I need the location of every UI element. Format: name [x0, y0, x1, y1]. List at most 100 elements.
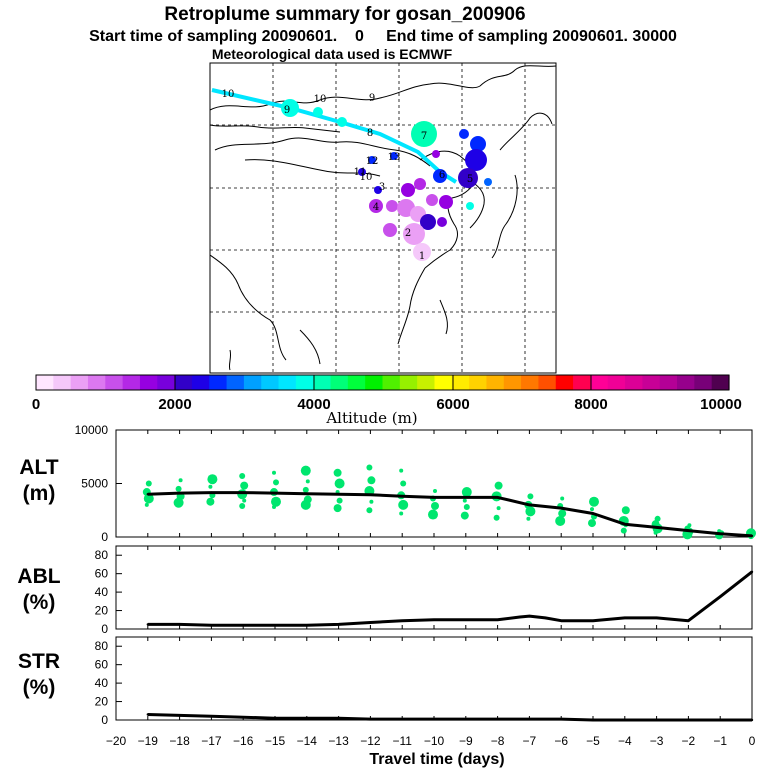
- abl-panel-title: ABL: [17, 565, 60, 588]
- str-data-point: [369, 717, 372, 721]
- altitude-cluster-dot: [433, 488, 437, 493]
- abl-data-point: [369, 621, 372, 624]
- str-data-point: [750, 718, 754, 722]
- x-tick-label: −19: [138, 734, 159, 748]
- map-cluster-dot: [313, 107, 323, 117]
- altitude-cluster-dot: [560, 496, 565, 501]
- map-cluster-dot: [369, 199, 383, 213]
- map-cluster-dot: [426, 194, 438, 206]
- map-day-label: 9: [369, 93, 375, 104]
- altitude-cluster-dot: [239, 502, 246, 509]
- str-data-point: [146, 713, 149, 716]
- alt-data-point: [528, 503, 531, 507]
- str-data-point: [432, 717, 436, 721]
- colorbar-tick: 10000: [700, 396, 742, 413]
- y-tick-label: 0: [101, 530, 108, 544]
- x-tick-label: −18: [169, 734, 190, 748]
- altitude-cluster-dot: [206, 497, 215, 506]
- alt-panel-unit: (m): [23, 482, 56, 505]
- abl-data-point: [210, 624, 213, 627]
- x-tick-label: −20: [106, 734, 127, 748]
- altitude-cluster-dot: [208, 484, 213, 489]
- map-day-label: 10: [314, 94, 327, 105]
- y-tick-label: 0: [101, 713, 108, 727]
- alt-data-point: [560, 506, 563, 510]
- str-data-point: [496, 717, 499, 721]
- x-tick-label: −11: [392, 734, 412, 748]
- colorbar-swatch: [642, 375, 661, 390]
- colorbar-tick: 4000: [297, 396, 330, 413]
- str-data-point: [464, 717, 467, 721]
- map-cluster-dot: [386, 200, 398, 212]
- colorbar-swatch: [573, 375, 591, 390]
- map-day-label: 11: [354, 167, 367, 178]
- abl-data-point: [496, 618, 499, 621]
- altitude-cluster-dot: [555, 515, 566, 526]
- alt-panel-title: ALT: [19, 456, 58, 479]
- altitude-cluster-dot: [461, 487, 472, 498]
- colorbar-label: Altitude (m): [325, 409, 417, 427]
- x-tick-label: −10: [424, 734, 445, 748]
- abl-data-point: [719, 595, 722, 598]
- colorbar-swatch: [469, 375, 488, 390]
- abl-data-point: [623, 616, 626, 620]
- map-cluster-dot: [470, 136, 486, 152]
- alt-data-point: [210, 491, 213, 494]
- x-tick-label: −15: [265, 734, 286, 748]
- x-tick-labels: −20 −19 −18 −17 −16 −15 −14 −13 −12 −11 −10 −9 −8 −7−…: [106, 734, 756, 748]
- colorbar-swatch: [313, 375, 332, 390]
- altitude-cluster-dot: [305, 479, 310, 484]
- altitude-cluster-dot: [333, 468, 342, 477]
- colorbar-swatch: [226, 375, 245, 390]
- altitude-cluster-dot: [558, 509, 567, 518]
- alt-data-point: [305, 492, 308, 495]
- abl-data-point: [560, 619, 563, 622]
- map-cluster-dot: [383, 223, 397, 237]
- y-tick-label: 60: [95, 658, 109, 672]
- x-tick-label: −16: [233, 734, 254, 748]
- abl-data-point: [655, 616, 658, 620]
- altitude-cluster-dot: [526, 516, 531, 521]
- map-cluster-dot: [390, 152, 398, 160]
- altitude-cluster-dot: [239, 473, 246, 480]
- map-cluster-dot: [411, 121, 437, 147]
- colorbar-swatch: [555, 375, 574, 390]
- str-data-point: [305, 716, 308, 720]
- x-tick-label: −7: [523, 734, 537, 748]
- abl-data-point: [750, 570, 754, 574]
- colorbar-tick: 6000: [436, 396, 469, 413]
- map-cluster-dot: [439, 195, 453, 209]
- alt-data-point: [273, 491, 277, 495]
- colorbar-frame: [35, 374, 730, 391]
- x-tick-label: −14: [297, 734, 318, 748]
- altitude-cluster-dot: [654, 515, 661, 522]
- altitude-cluster-dot: [178, 478, 183, 483]
- alt-data-point: [623, 522, 626, 526]
- str-data-point: [560, 717, 563, 721]
- str-data-point: [623, 718, 626, 722]
- str-data-point: [591, 718, 595, 722]
- altitude-cluster-dot: [399, 511, 404, 516]
- map-cluster-dot: [465, 149, 487, 171]
- trajectory-clusters: [281, 99, 492, 261]
- abl-data-point: [432, 618, 436, 621]
- map-day-label: 8: [367, 128, 373, 139]
- colorbar-swatch: [417, 375, 436, 390]
- altitude-cluster-dot: [400, 480, 407, 487]
- altitude-cluster-dot: [334, 478, 345, 489]
- x-tick-label: −17: [201, 734, 222, 748]
- colorbar-swatch: [174, 375, 193, 390]
- altitude-cluster-dot: [273, 479, 279, 486]
- abl-panel-unit: (%): [23, 591, 56, 614]
- colorbar-swatch: [347, 375, 366, 390]
- colorbar-swatch: [53, 375, 72, 390]
- abl-data-point: [305, 624, 308, 627]
- y-tick-label: 60: [95, 567, 109, 581]
- colorbar-swatch: [87, 375, 106, 390]
- str-data-point: [273, 716, 277, 720]
- str-data-point: [401, 717, 404, 721]
- str-data-point: [687, 718, 690, 722]
- map-cluster-dot: [281, 99, 299, 117]
